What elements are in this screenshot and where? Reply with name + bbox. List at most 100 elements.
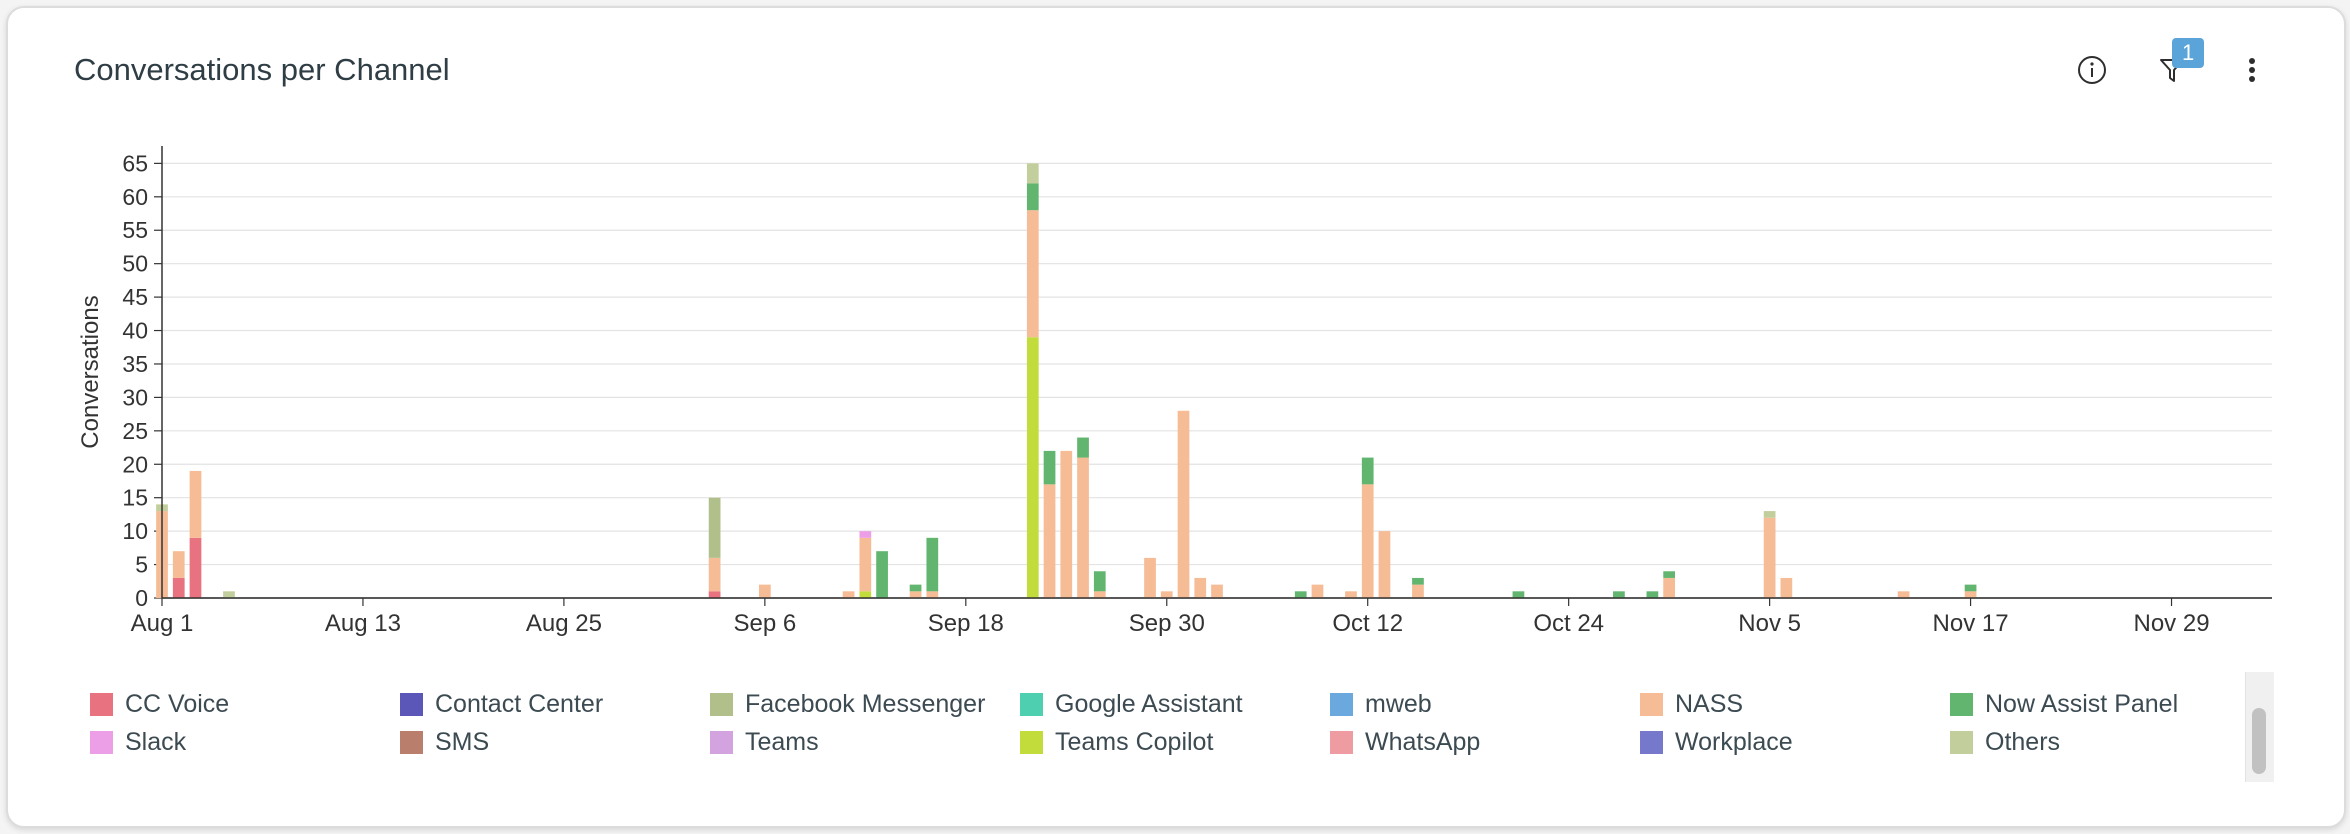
bar-segment-nass[interactable]	[758, 584, 771, 598]
bar-segment-now-assist-panel[interactable]	[1412, 577, 1424, 585]
bar-segment-nass[interactable]	[172, 551, 185, 578]
bar-segment-others[interactable]	[1763, 511, 1776, 518]
legend-label: Facebook Messenger	[745, 690, 986, 718]
bar-segment-nass[interactable]	[708, 557, 721, 592]
legend-item-contact-center[interactable]: Contact Center	[400, 690, 603, 719]
bar-segment-nass[interactable]	[1177, 410, 1190, 598]
bar-segment-now-assist-panel[interactable]	[1026, 183, 1039, 211]
bar-segment-nass[interactable]	[859, 537, 872, 592]
bar-segment-nass[interactable]	[1043, 484, 1056, 598]
y-tick-label: 50	[122, 251, 148, 277]
legend-item-now-assist-panel[interactable]: Now Assist Panel	[1950, 690, 2178, 719]
bar-segment-now-assist-panel[interactable]	[1646, 591, 1659, 598]
info-icon	[2078, 56, 2106, 84]
x-tick-label: Oct 12	[1332, 610, 1403, 637]
legend-item-slack[interactable]: Slack	[90, 728, 186, 757]
legend-label: Others	[1985, 728, 2061, 756]
x-axis-ticks: Aug 1 Aug 13 Aug 25 Sep 6 Sep 18 Sep 30 Oct 12…	[131, 598, 2210, 637]
bar-segment-others[interactable]	[223, 591, 235, 598]
bar-segment-slack[interactable]	[859, 531, 872, 538]
y-tick-label: 20	[122, 451, 148, 477]
legend-swatch	[710, 693, 733, 716]
legend-item-workplace[interactable]: Workplace	[1640, 728, 1793, 757]
bar-segment-nass[interactable]	[1763, 517, 1776, 598]
gridlines	[162, 162, 2272, 599]
bar-segment-nass[interactable]	[842, 591, 855, 598]
more-options-button[interactable]	[2230, 48, 2274, 92]
y-tick-label: 15	[122, 485, 148, 511]
bar-segment-cc-voice[interactable]	[172, 577, 185, 598]
legend-item-sms[interactable]: SMS	[400, 728, 489, 757]
y-tick-label: 65	[122, 150, 148, 176]
legend-item-facebook-messenger[interactable]: Facebook Messenger	[710, 690, 985, 719]
legend-item-whatsapp[interactable]: WhatsApp	[1330, 728, 1480, 757]
bar-segment-now-assist-panel[interactable]	[1512, 591, 1525, 598]
bar-segment-others[interactable]	[1026, 163, 1039, 184]
bar-segment-now-assist-panel[interactable]	[1043, 450, 1056, 485]
legend-swatch	[710, 731, 733, 754]
bar-segment-now-assist-panel[interactable]	[1077, 437, 1089, 458]
bar-segment-nass[interactable]	[1964, 591, 1977, 598]
bar-segment-nass[interactable]	[1026, 210, 1039, 338]
legend-scrollbar-thumb[interactable]	[2252, 708, 2266, 774]
y-axis-label: Conversations	[77, 295, 104, 448]
legend-item-mweb[interactable]: mweb	[1330, 690, 1432, 719]
bar-segment-nass[interactable]	[926, 591, 939, 598]
bar-segment-teams-copilot[interactable]	[1026, 337, 1039, 598]
bar-segment-now-assist-panel[interactable]	[876, 551, 888, 598]
bar-segment-nass[interactable]	[1412, 584, 1424, 598]
info-button[interactable]	[2070, 48, 2114, 92]
bars	[156, 163, 1977, 598]
bar-segment-now-assist-panel[interactable]	[909, 584, 922, 592]
filter-button[interactable]: 1	[2150, 38, 2205, 92]
more-vertical-icon	[2249, 58, 2255, 82]
bar-segment-cc-voice[interactable]	[189, 537, 202, 598]
x-tick-label: Sep 18	[928, 610, 1004, 637]
bar-segment-nass[interactable]	[1345, 591, 1357, 598]
bar-segment-now-assist-panel[interactable]	[1964, 584, 1977, 592]
legend-swatch	[1330, 731, 1353, 754]
legend-item-google-assistant[interactable]: Google Assistant	[1020, 690, 1243, 719]
bar-segment-teams-copilot[interactable]	[859, 591, 872, 598]
bar-segment-now-assist-panel[interactable]	[1361, 457, 1374, 485]
bar-segment-now-assist-panel[interactable]	[1294, 591, 1307, 598]
bar-segment-nass[interactable]	[1780, 577, 1793, 598]
bar-segment-nass[interactable]	[1160, 591, 1173, 598]
bar-segment-nass[interactable]	[1077, 457, 1089, 598]
y-tick-label: 35	[122, 351, 148, 377]
bar-segment-now-assist-panel[interactable]	[926, 537, 939, 592]
legend-item-others[interactable]: Others	[1950, 728, 2060, 757]
legend-label: Slack	[125, 728, 187, 756]
bar-segment-nass[interactable]	[1361, 484, 1374, 598]
bar-segment-nass[interactable]	[1060, 450, 1073, 598]
bar-segment-nass[interactable]	[1311, 584, 1324, 598]
legend-scrollbar[interactable]	[2245, 672, 2274, 782]
x-tick-label: Aug 25	[526, 610, 602, 637]
bar-segment-nass[interactable]	[1897, 591, 1910, 598]
legend: CC Voice Contact Center Facebook Messenger…	[90, 690, 2230, 796]
bar-segment-nass[interactable]	[909, 591, 922, 598]
bar-segment-nass[interactable]	[189, 470, 202, 538]
legend-item-teams[interactable]: Teams	[710, 728, 819, 757]
bar-segment-facebook-messenger[interactable]	[708, 497, 721, 558]
card-actions: 1	[2070, 38, 2274, 92]
legend-swatch	[400, 693, 423, 716]
bar-segment-nass[interactable]	[1093, 591, 1106, 598]
chart-card: Conversations per Channel 1	[6, 6, 2346, 828]
legend-item-cc-voice[interactable]: CC Voice	[90, 690, 229, 719]
bar-segment-now-assist-panel[interactable]	[1093, 571, 1106, 592]
bar-segment-now-assist-panel[interactable]	[1613, 591, 1625, 598]
bar-segment-now-assist-panel[interactable]	[1663, 571, 1676, 578]
legend-item-teams-copilot[interactable]: Teams Copilot	[1020, 728, 1213, 757]
bar-segment-nass[interactable]	[1211, 584, 1223, 598]
legend-label: Now Assist Panel	[1985, 690, 2179, 718]
x-tick-label: Sep 6	[733, 610, 796, 637]
bar-segment-nass[interactable]	[1144, 557, 1156, 598]
bar-segment-cc-voice[interactable]	[708, 591, 721, 598]
legend-item-nass[interactable]: NASS	[1640, 690, 1743, 719]
bar-segment-nass[interactable]	[1378, 531, 1391, 598]
bar-segment-nass[interactable]	[1194, 577, 1207, 598]
bar-segment-nass[interactable]	[1663, 577, 1676, 598]
x-tick-label: Oct 24	[1533, 610, 1604, 637]
